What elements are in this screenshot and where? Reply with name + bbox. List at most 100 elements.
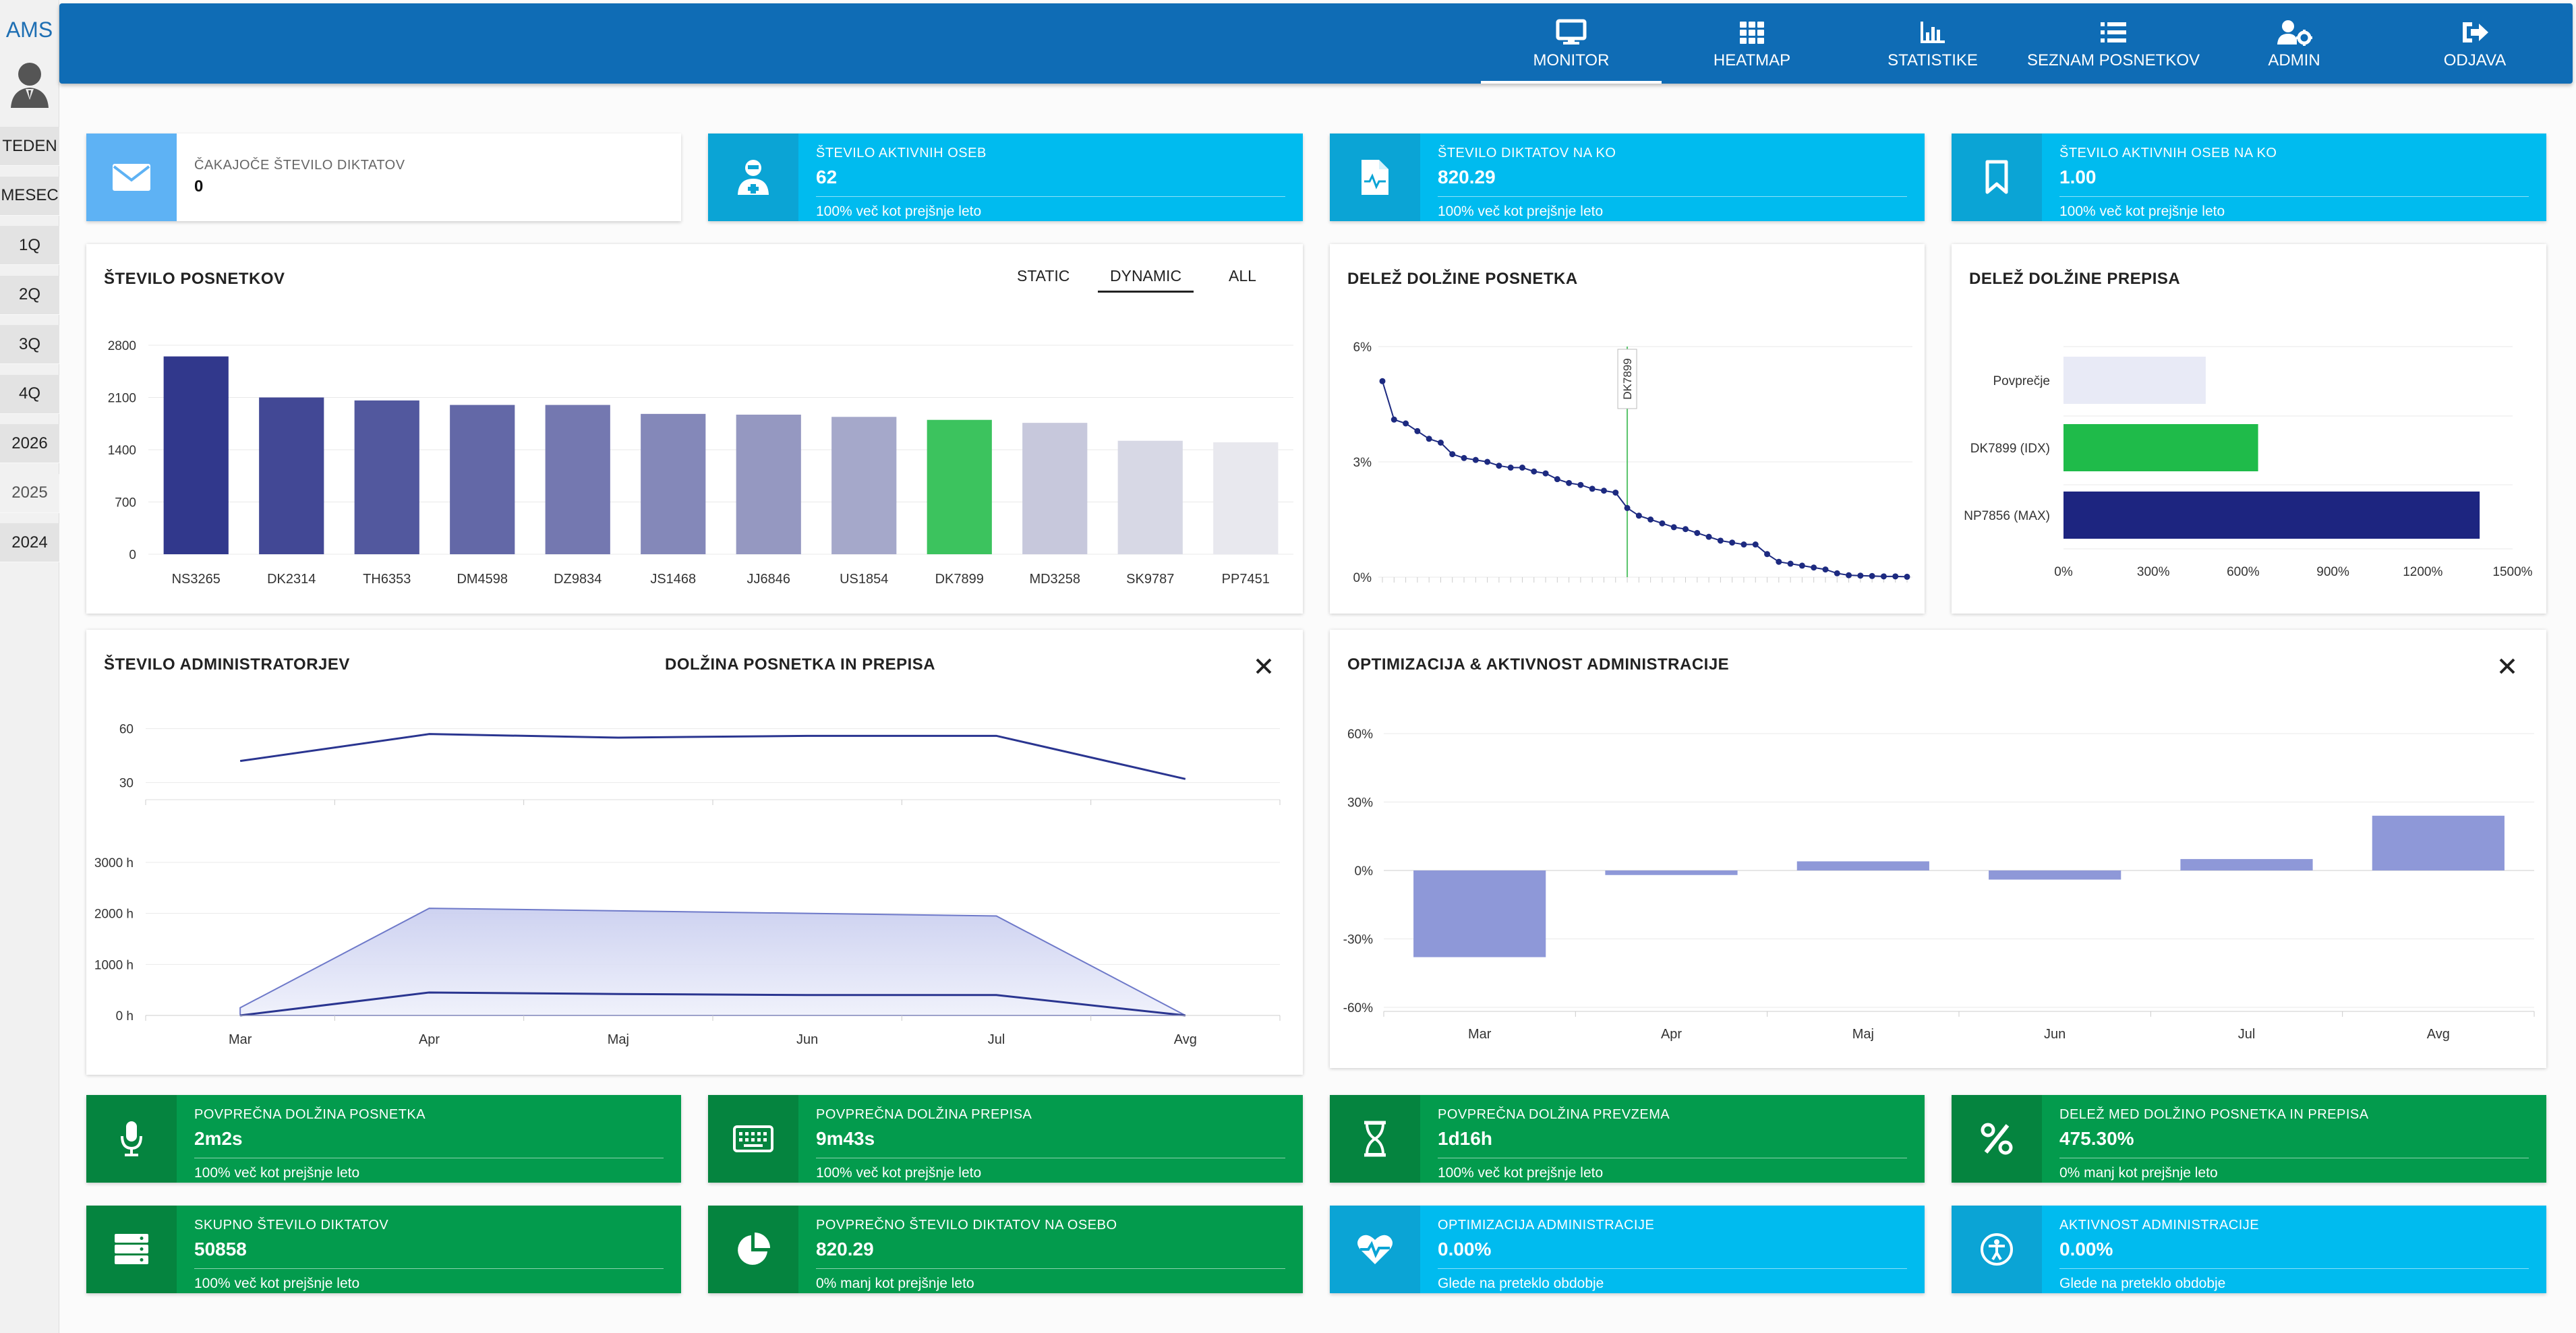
stat-value: 820.29 <box>816 1239 1285 1269</box>
brand-logo: AMS <box>5 17 53 42</box>
data-point <box>1542 470 1549 477</box>
stat-sub: 100% več kot prejšnje leto <box>1438 204 1604 219</box>
data-point <box>1600 487 1607 494</box>
stat-card-dictations-per-ko: ŠTEVILO DIKTATOV NA KO 820.29 100% več kot… <box>1330 134 1925 221</box>
sidebar-item-teden[interactable]: TEDEN <box>0 127 59 166</box>
y-tick-label: 0% <box>1355 864 1374 879</box>
sidebar-item-4q[interactable]: 4Q <box>0 374 59 414</box>
data-point <box>1729 539 1736 546</box>
nav-label: STATISTIKE <box>1887 51 1978 69</box>
y-tick-label: 2800 <box>108 339 136 353</box>
stat-sub: Glede na preteklo obdobje <box>2059 1276 2226 1291</box>
x-tick-label: SK9787 <box>1126 572 1174 587</box>
data-point <box>1635 512 1642 519</box>
data-point <box>1764 551 1771 558</box>
stat-value: 62 <box>816 167 1285 197</box>
y-tick-label: DK7899 (IDX) <box>1970 442 2050 456</box>
y-tick-label: -30% <box>1343 933 1373 947</box>
transcript-share-bar-chart: 0% 300% 600% 900% 1200% 1500% Povprečje DK7899 … <box>1964 346 2533 579</box>
sidebar-item-2025[interactable]: 2025 <box>0 473 59 513</box>
stat-value: 9m43s <box>816 1128 1285 1158</box>
data-point <box>1391 416 1397 423</box>
recordings-bar-chart: 2800 2100 1400 700 0 NS3265 DK2314 TH6353 DM4598… <box>108 339 1293 587</box>
envelope-icon <box>113 164 150 191</box>
data-point <box>1705 533 1712 540</box>
data-point <box>1740 541 1747 548</box>
panel-title: ŠTEVILO POSNETKOV <box>104 270 285 288</box>
toggle-all[interactable]: ALL <box>1229 267 1256 285</box>
x-tick-label: Avg <box>2427 1027 2450 1042</box>
data-point <box>1426 436 1432 442</box>
bar <box>1413 870 1546 957</box>
nav-heatmap[interactable]: HEATMAP <box>1662 3 1842 84</box>
x-tick-label: DZ9834 <box>554 572 602 587</box>
bar <box>831 417 897 554</box>
x-tick-label: Apr <box>419 1032 440 1047</box>
sidebar-item-3q[interactable]: 3Q <box>0 325 59 364</box>
x-tick-label: 1200% <box>2403 565 2442 579</box>
stat-value: 820.29 <box>1438 167 1907 197</box>
optimization-bar-chart: 60% 30% 0% -30% -60% Mar Apr Maj Jun Jul Avg <box>1343 728 2535 1042</box>
stat-sub: 100% več kot prejšnje leto <box>816 204 982 219</box>
close-icon[interactable] <box>2494 653 2521 680</box>
x-tick-label: Jun <box>2044 1027 2066 1042</box>
data-point <box>1577 481 1584 488</box>
stat-value: 50858 <box>194 1239 664 1269</box>
panel-administrators: ŠTEVILO ADMINISTRATORJEV DOLŽINA POSNETK… <box>86 630 1303 1075</box>
x-tick-label: JS1468 <box>650 572 696 587</box>
sidebar-item-2026[interactable]: 2026 <box>0 424 59 463</box>
stat-value: 1.00 <box>2059 167 2529 197</box>
admins-line-area-chart: 60 30 3000 h 2000 h 1000 h 0 h Mar Apr Maj Jun Jul… <box>94 723 1281 1047</box>
data-point <box>1496 463 1502 469</box>
close-icon[interactable] <box>1250 653 1277 680</box>
data-point <box>1624 504 1631 511</box>
y-tick-label: 60 <box>119 723 134 737</box>
stat-value: 0.00% <box>2059 1239 2529 1269</box>
nav-monitor[interactable]: MONITOR <box>1481 3 1662 84</box>
sidebar-item-2q[interactable]: 2Q <box>0 275 59 315</box>
series-line <box>1382 381 1908 578</box>
panel-title: DELEŽ DOLŽINE POSNETKA <box>1347 270 1578 288</box>
marker-label: DK7899 <box>1621 358 1634 399</box>
x-tick-label: Jul <box>988 1032 1005 1047</box>
data-point <box>1379 378 1386 384</box>
data-point <box>1682 526 1689 533</box>
toggle-dynamic[interactable]: DYNAMIC <box>1098 262 1194 293</box>
data-point <box>1449 451 1456 458</box>
x-tick-label: Maj <box>1852 1027 1874 1042</box>
stat-card-avg-dictations-per-person: POVPREČNO ŠTEVILO DIKTATOV NA OSEBO 820.2… <box>708 1206 1303 1293</box>
data-point <box>1811 564 1817 571</box>
nav-statistike[interactable]: STATISTIKE <box>1842 3 2023 84</box>
y-tick-label: 700 <box>115 496 136 510</box>
x-tick-label: 300% <box>2137 565 2170 579</box>
sidebar-item-1q[interactable]: 1Q <box>0 226 59 265</box>
stat-card-pending-dictations: ČAKAJOČE ŠTEVILO DIKTATOV 0 <box>86 134 681 221</box>
avatar[interactable] <box>0 59 59 113</box>
stat-title: DELEŽ MED DOLŽINO POSNETKA IN PREPISA <box>2059 1107 2369 1122</box>
sidebar-item-mesec[interactable]: MESEC <box>0 176 59 216</box>
data-point <box>1717 537 1724 544</box>
sidebar-item-2024[interactable]: 2024 <box>0 523 59 562</box>
panel-transcript-share: DELEŽ DOLŽINE PREPISA 0% 300% 600% 900% 1200… <box>1952 244 2546 614</box>
data-point <box>1659 520 1666 527</box>
y-tick-label: 3% <box>1353 456 1372 470</box>
nav-seznam-posnetkov[interactable]: SEZNAM POSNETKOV <box>2023 3 2204 84</box>
panel-recordings: ŠTEVILO POSNETKOV STATIC DYNAMIC ALL 280… <box>86 244 1303 614</box>
nav-odjava[interactable]: ODJAVA <box>2384 3 2565 84</box>
panel-title: OPTIMIZACIJA & AKTIVNOST ADMINISTRACIJE <box>1347 655 1730 674</box>
y-tick-label: Povprečje <box>1993 374 2051 388</box>
grid-icon <box>1740 21 1764 44</box>
data-point <box>1846 572 1852 579</box>
stat-card-avg-transcript-length: POVPREČNA DOLŽINA PREPISA 9m43s 100% več k… <box>708 1095 1303 1183</box>
y-tick-label: 0% <box>1353 571 1372 585</box>
data-point <box>1507 465 1514 471</box>
microphone-icon <box>121 1121 142 1156</box>
nav-admin[interactable]: ADMIN <box>2204 3 2384 84</box>
pie-chart-icon <box>738 1233 770 1265</box>
x-tick-label: Mar <box>1468 1027 1492 1042</box>
area-series-recording <box>239 908 1186 1016</box>
toggle-static[interactable]: STATIC <box>1017 267 1070 285</box>
stat-sub: Glede na preteklo obdobje <box>1438 1276 1604 1291</box>
data-point <box>1776 558 1782 565</box>
stat-sub: 0% manj kot prejšnje leto <box>2059 1165 2218 1181</box>
